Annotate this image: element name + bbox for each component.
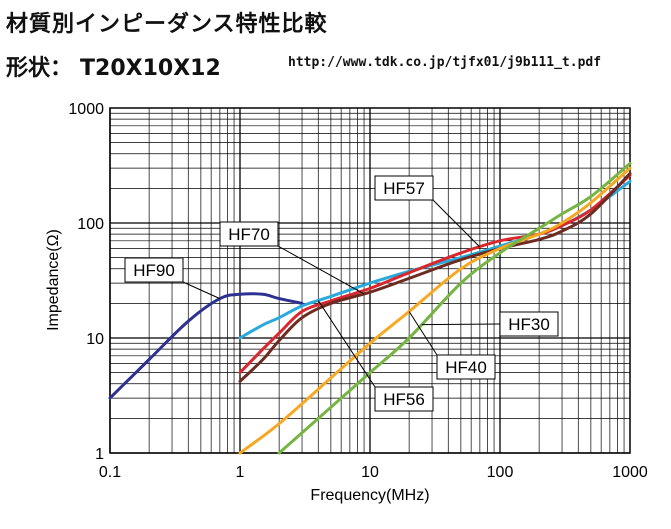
y-axis-label: Impedance(Ω) (45, 229, 62, 331)
series-hf57 (238, 173, 632, 375)
label-box-hf57 (374, 175, 434, 201)
x-tick-label: 0.1 (99, 464, 121, 481)
shape-line: 形状： T20X10X12 (6, 50, 221, 82)
label-hf90: HF90 (133, 261, 175, 280)
shape-label: 形状： (6, 56, 73, 81)
leader-line-hf30 (421, 323, 501, 326)
label-box-hf40 (436, 354, 496, 380)
x-axis-label: Frequency(MHz) (310, 487, 429, 504)
y-tick-label: 100 (77, 216, 104, 233)
y-tick-label: 10 (86, 331, 104, 348)
leader-line-hf56 (317, 300, 376, 388)
label-hf30: HF30 (508, 315, 550, 334)
x-tick-label: 1000 (612, 464, 648, 481)
source-url[interactable]: http://www.tdk.co.jp/tjfx01/j9b111_t.pdf (288, 55, 602, 70)
x-tick-label: 10 (361, 464, 379, 481)
y-tick-label: 1 (95, 446, 104, 463)
leader-line-hf70 (277, 245, 365, 295)
label-box-hf56 (374, 386, 434, 412)
label-box-hf70 (219, 221, 279, 247)
shape-value: T20X10X12 (80, 56, 221, 81)
plot-frame (109, 107, 631, 454)
y-tick-label: 1000 (68, 101, 104, 118)
x-tick-label: 100 (487, 464, 514, 481)
x-tick-label: 1 (236, 464, 245, 481)
label-hf40: HF40 (445, 358, 487, 377)
label-hf57: HF57 (383, 179, 425, 198)
leader-line-hf90 (182, 281, 221, 300)
label-box-hf30 (499, 311, 559, 337)
label-hf56: HF56 (383, 390, 425, 409)
series-hf90 (108, 292, 304, 400)
series-hf40 (238, 166, 632, 455)
series-hf56 (238, 171, 632, 383)
leader-line-hf57 (432, 199, 481, 248)
chart-title: 材質別インピーダンス特性比較 (6, 12, 328, 37)
series-hf30 (277, 161, 632, 455)
label-hf70: HF70 (228, 225, 270, 244)
label-box-hf90 (124, 257, 184, 283)
leader-line-hf40 (408, 311, 438, 356)
